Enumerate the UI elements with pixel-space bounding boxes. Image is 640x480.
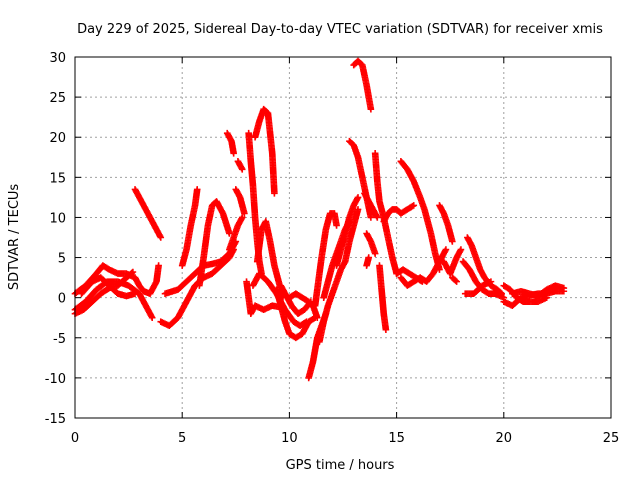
plus-marker [238, 214, 246, 221]
plus-marker [271, 190, 278, 197]
y-tick-label: -10 [45, 372, 66, 387]
series-trace-30 [361, 190, 381, 221]
y-tick-label: 20 [49, 131, 66, 146]
data-marks [71, 57, 568, 382]
x-tick-label: 10 [281, 431, 298, 446]
series-trace-27 [341, 206, 362, 265]
series-trace-1 [71, 262, 162, 297]
plus-marker [497, 289, 504, 296]
y-tick-labels: -15 -10 -5 0 5 10 15 20 25 30 [45, 51, 66, 427]
series-trace-13 [226, 214, 246, 253]
series-trace-40 [440, 246, 465, 277]
plus-marker [148, 314, 156, 322]
plus-marker [417, 277, 425, 285]
series-trace-11 [234, 157, 246, 173]
series-trace-12 [232, 186, 248, 217]
series-trace-47 [509, 282, 568, 300]
y-tick-label: 0 [58, 292, 66, 307]
plus-marker [498, 290, 505, 297]
plus-marker [155, 262, 162, 269]
plus-marker [238, 166, 246, 173]
x-tick-labels: 0 5 10 15 20 25 [71, 431, 619, 446]
series-trace-39 [436, 202, 456, 245]
plus-marker [313, 314, 321, 322]
y-tick-label: 30 [49, 51, 66, 66]
y-tick-label: -15 [45, 412, 66, 427]
series-trace-9 [196, 198, 233, 289]
series-trace-26 [333, 194, 362, 269]
y-tick-label: -5 [53, 332, 66, 347]
series-trace-28 [350, 57, 375, 113]
series-trace-43 [464, 234, 505, 297]
chart-title: Day 229 of 2025, Sidereal Day-to-day VTE… [77, 22, 603, 37]
series-trace-38 [393, 266, 426, 285]
series-trace-42 [459, 258, 508, 301]
x-tick-label: 0 [71, 431, 79, 446]
series-trace-2 [71, 278, 156, 322]
plus-marker [241, 210, 248, 217]
plus-marker [128, 269, 136, 277]
plus-marker [333, 222, 340, 229]
x-axis-label: GPS time / hours [286, 458, 395, 473]
plus-marker [409, 202, 416, 210]
plus-marker [560, 284, 568, 292]
series-trace-10 [223, 129, 237, 157]
y-axis-label: SDTVAR / TECUs [7, 184, 22, 291]
plus-marker [230, 149, 237, 157]
plus-marker [371, 250, 379, 257]
series-trace-41 [449, 274, 460, 285]
x-tick-label: 20 [496, 431, 513, 446]
plus-marker [410, 202, 418, 209]
series-trace-34 [376, 262, 390, 334]
plus-marker [457, 246, 465, 253]
x-tick-label: 5 [178, 431, 186, 446]
plus-marker [365, 254, 373, 261]
series-trace-16 [243, 278, 285, 318]
plus-marker [226, 230, 233, 237]
series-trace-31 [363, 230, 379, 257]
series-trace-5 [131, 186, 165, 241]
plus-marker [354, 206, 362, 213]
x-tick-label: 25 [603, 431, 620, 446]
plus-marker [367, 214, 375, 221]
plus-marker [442, 246, 450, 253]
y-tick-label: 10 [49, 211, 66, 226]
series-trace-35 [380, 202, 418, 225]
series-trace-23 [311, 210, 340, 309]
y-tick-label: 5 [58, 252, 66, 267]
plus-marker [131, 290, 139, 297]
series-trace-4 [78, 274, 139, 300]
plus-marker [452, 277, 459, 284]
plot-frame [74, 56, 612, 419]
series-trace-15 [251, 105, 278, 197]
y-tick-label: 25 [49, 91, 66, 106]
series-trace-37 [397, 157, 443, 273]
plus-marker [374, 214, 381, 221]
plus-marker [354, 194, 362, 201]
plus-marker [367, 105, 375, 113]
plus-marker [157, 234, 165, 241]
series-trace-32 [363, 254, 373, 269]
y-tick-label: 15 [49, 171, 66, 186]
plus-marker [453, 278, 460, 285]
plus-marker [419, 278, 426, 285]
plus-marker [193, 186, 201, 193]
axis-ticks [74, 56, 612, 419]
plus-marker [382, 326, 390, 334]
series-trace-8 [178, 186, 201, 269]
plus-marker [449, 238, 456, 245]
x-tick-label: 15 [388, 431, 405, 446]
series-trace-21 [286, 290, 321, 322]
plus-marker [129, 268, 137, 276]
plus-marker [436, 266, 443, 273]
series-trace-44 [461, 278, 495, 297]
plus-marker [487, 278, 495, 285]
